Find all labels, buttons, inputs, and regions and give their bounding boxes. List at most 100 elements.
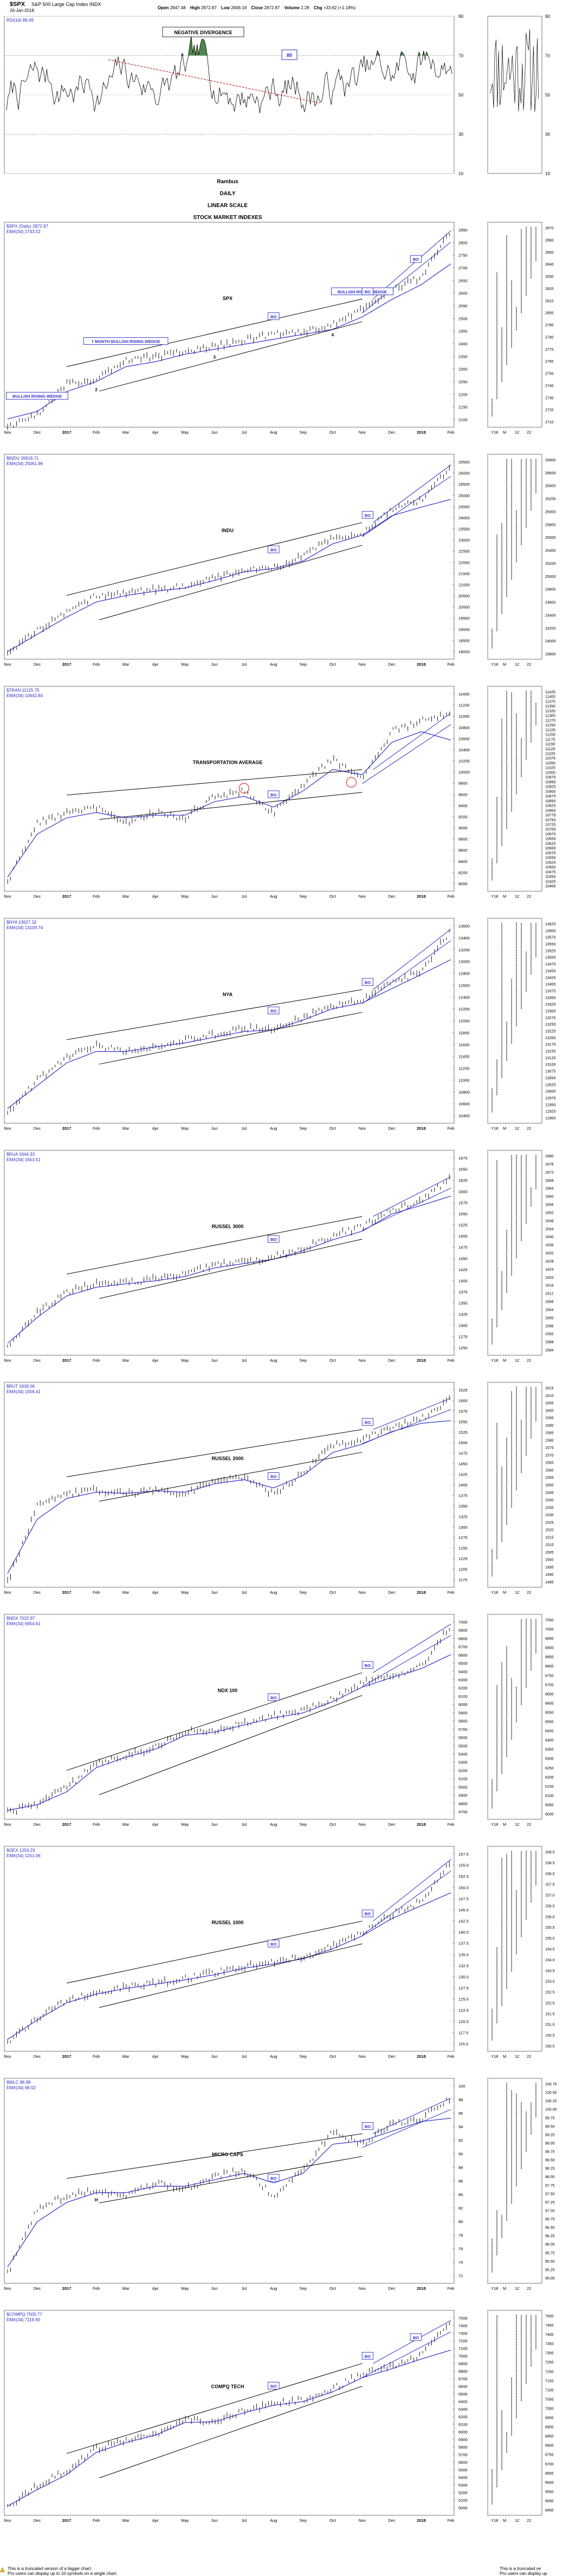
pf-tick-label: 7300 [545, 2352, 554, 2355]
x-axis-label: Feb [93, 1590, 100, 1595]
pf-axis-label: Y18 [491, 2518, 498, 2523]
x-axis-label: Jul [241, 430, 247, 435]
pf-tick-label: 10700 [545, 828, 556, 832]
x-axis-label: Nov [359, 430, 366, 435]
x-axis-label: May [181, 1590, 189, 1595]
pf-tick-label: 2860 [545, 239, 554, 242]
pf-tick-label: 13450 [545, 969, 556, 973]
panel-legend: $OEX 1253.23 [7, 1848, 35, 1853]
panel-frame [4, 1150, 455, 1356]
pf-axis-label: Y18 [491, 894, 498, 899]
pf-tick-label: 156.5 [545, 1904, 555, 1908]
axis-tick-label: 82 [458, 2206, 463, 2211]
axis-tick-label: 1375 [458, 1290, 468, 1295]
annotation-box [268, 1693, 280, 1701]
pf-axis-label: M [503, 2054, 506, 2059]
pf-tick-label: 11250 [545, 724, 555, 727]
pf-tick-label: 99.75 [545, 2116, 555, 2120]
annotation-label: BO [365, 289, 371, 294]
pf-tick-label: 1495 [545, 1566, 554, 1569]
axis-tick-label: 23500 [458, 527, 470, 532]
pf-tick-label: 7200 [545, 2370, 554, 2374]
pf-tick-label: 7000 [545, 1628, 554, 1632]
axis-tick-label: 142.5 [458, 1919, 469, 1924]
pf-tick-label: 6150 [545, 1785, 554, 1789]
x-axis-label: 2017 [62, 1590, 72, 1595]
axis-tick-label: 5400 [458, 2475, 468, 2480]
open-label: Open [158, 5, 169, 10]
pf-tick-label: 10400 [545, 885, 556, 888]
pf-tick-label: 10550 [545, 856, 556, 860]
axis-tick-label: 1250 [458, 1345, 468, 1350]
pf-tick-label: 6400 [545, 1739, 554, 1743]
pf-tick-label: 6600 [545, 1702, 554, 1705]
pf-tick-label: 1550 [545, 1484, 554, 1487]
lower-trendline [99, 1943, 363, 2008]
pf-tick-label: 95.00 [545, 2277, 555, 2281]
close-value: 2872.87 [264, 5, 280, 10]
pf-tick-label: 10675 [545, 833, 556, 836]
wedge-line-a [362, 940, 451, 1004]
pf-tick-label: 11025 [545, 767, 555, 770]
pf-tick-label: 6250 [545, 1767, 554, 1770]
x-axis-label: Nov [359, 2054, 366, 2059]
pf-tick-label: 6700 [545, 1683, 554, 1687]
pf-tick-label: 10975 [545, 776, 556, 780]
annotation-label: BO [270, 2176, 276, 2181]
ema-line [7, 731, 451, 878]
x-axis-label: Dec [388, 430, 396, 435]
pf-tick-label: 2710 [545, 421, 554, 424]
wedge-line-b [373, 1859, 451, 1922]
panel-title: MICRO CAPS [212, 2152, 243, 2158]
pf-tick-label: 26000 [545, 510, 556, 514]
pf-tick-label: 7100 [545, 2388, 554, 2392]
pf-tick-label: 157.0 [545, 1894, 555, 1898]
x-axis-label: Jun [211, 2286, 218, 2291]
panel-ema-legend: EMA(34) 1201.06 [7, 1853, 41, 1858]
x-axis-label: Sep [300, 1822, 307, 1827]
x-axis-label: May [181, 894, 189, 899]
x-axis-label: Feb [448, 662, 455, 667]
pf-axis-label: M [503, 1126, 506, 1131]
upper-trendline [66, 1429, 363, 1477]
pf-columns [492, 2083, 536, 2272]
x-axis-label: Feb [448, 2054, 455, 2059]
pf-tick-label: 2850 [545, 251, 554, 255]
axis-tick-label: 20500 [458, 594, 470, 598]
lower-trendline [99, 1695, 363, 1795]
x-axis: Nov Dec 2017 Feb Mar Apr May Jun Jul Aug Sep Oct Nov… [4, 2518, 531, 2523]
wedge-line-a [362, 1870, 451, 1936]
low-label: Low [221, 5, 230, 10]
annotation-box [361, 2352, 374, 2360]
axis-tick-label: 140.0 [458, 1930, 469, 1935]
pf-tick-label: 7500 [545, 2315, 554, 2319]
x-axis-label: Sep [300, 2054, 307, 2059]
pf-tick-label: 158.5 [545, 1862, 555, 1865]
axis-tick-label: 10400 [458, 1113, 470, 1118]
axis-tick-label: 25000 [458, 493, 470, 498]
pf-tick-label: 6950 [545, 2417, 554, 2420]
pf-axis-label: 12 [515, 2518, 519, 2523]
axis-tick-label: 1350 [458, 1504, 468, 1509]
pf-axis-label: Y18 [491, 430, 498, 435]
pf-tick-label: 1624 [545, 1268, 554, 1272]
highlight-circle [346, 777, 357, 788]
pf-tick-label: 6950 [545, 1637, 554, 1641]
pf-axis-label: 12 [515, 430, 519, 435]
upper-trendline [66, 299, 363, 367]
pf-tick-label: 1644 [545, 1227, 554, 1231]
axis-tick-label: 2500 [458, 316, 468, 321]
high-value: 2872.87 [201, 5, 217, 10]
x-axis: Nov Dec 2017 Feb Mar Apr May Jun Jul Aug Sep Oct Nov… [4, 1590, 531, 1595]
x-axis-label: Nov [359, 1126, 366, 1131]
pf-tick-label: 97.75 [545, 2184, 555, 2188]
axis-tick-label: 8600 [458, 848, 468, 853]
x-axis-label: 2018 [417, 1590, 426, 1595]
x-axis-label: Sep [300, 662, 307, 667]
annotation-box [268, 2381, 280, 2390]
x-axis-label: May [181, 2518, 189, 2523]
axis-tick-label: 1475 [458, 1245, 468, 1250]
rsi-pf-frame [487, 16, 542, 174]
pf-axis-label: M [503, 2286, 506, 2291]
